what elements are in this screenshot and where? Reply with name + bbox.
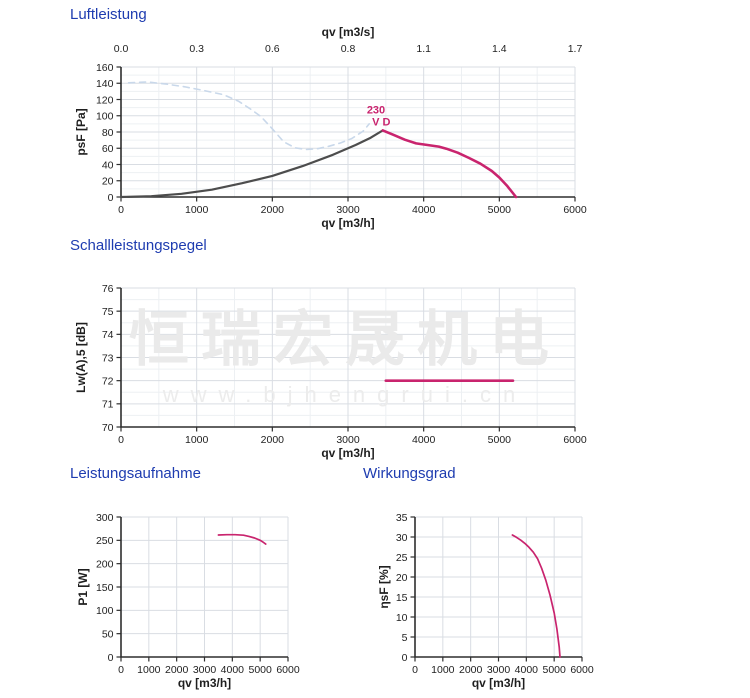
x-axis-title: qv [m3/h] <box>178 676 231 690</box>
section-title-leistungsaufnahme: Leistungsaufnahme <box>70 465 201 482</box>
y-tick-label: 200 <box>96 558 114 570</box>
x2-tick-label: 0.8 <box>341 43 356 55</box>
x-tick-label: 3000 <box>487 664 511 676</box>
section-title-wirkungsgrad: Wirkungsgrad <box>363 465 456 482</box>
y-tick-label: 20 <box>396 572 408 584</box>
x-tick-label: 5000 <box>488 204 512 216</box>
x-axis-title: qv [m3/h] <box>321 216 374 230</box>
y-tick-label: 0 <box>108 192 114 204</box>
y-tick-label: 100 <box>96 605 114 617</box>
y-tick-label: 15 <box>396 592 408 604</box>
y-tick-label: 150 <box>96 582 114 594</box>
y-tick-label: 72 <box>102 375 114 387</box>
free-blow-dashed-curve <box>127 81 371 151</box>
x-tick-label: 4000 <box>515 664 539 676</box>
section-title-luftleistung: Luftleistung <box>70 6 147 23</box>
fan-curve-230v <box>381 129 518 199</box>
x-tick-label: 5000 <box>542 664 566 676</box>
x-tick-label: 4000 <box>221 664 245 676</box>
wirkungsgrad-chart: 0 5 10 15 20 25 30 35 0 1000 2000 3000 4000 5000 6000 q… <box>377 512 594 690</box>
y-tick-label: 74 <box>102 329 114 341</box>
x-tick-label: 0 <box>118 434 124 446</box>
y-tick-label: 20 <box>102 176 114 188</box>
y-tick-label: 300 <box>96 512 114 524</box>
x2-tick-label: 1.4 <box>492 43 507 55</box>
x-tick-label: 1000 <box>185 434 209 446</box>
x-tick-label: 6000 <box>563 434 587 446</box>
y-tick-label: 76 <box>102 283 114 295</box>
x-tick-label: 1000 <box>185 204 209 216</box>
x-tick-label: 5000 <box>248 664 272 676</box>
power-input-curve <box>217 533 267 545</box>
x-tick-label: 3000 <box>336 434 360 446</box>
schallleistungspegel-chart: 恒瑞宏晟机电 www.bjhengrui.cn 70 71 72 73 74 75 76 0 100… <box>74 283 587 460</box>
y-tick-label: 25 <box>396 552 408 564</box>
section-title-schallleistungspegel: Schallleistungspegel <box>70 237 207 254</box>
x2-tick-label: 0.0 <box>114 43 129 55</box>
x2-tick-label: 0.3 <box>189 43 204 55</box>
x-tick-label: 1000 <box>431 664 455 676</box>
y-tick-label: 10 <box>396 612 408 624</box>
y-tick-label: 35 <box>396 512 408 524</box>
x-tick-label: 6000 <box>563 204 587 216</box>
x-tick-label: 3000 <box>336 204 360 216</box>
y-tick-label: 60 <box>102 143 114 155</box>
x-axis-title: qv [m3/h] <box>472 676 525 690</box>
x-axis-title: qv [m3/h] <box>321 446 374 460</box>
y-tick-label: 100 <box>96 111 114 123</box>
y-tick-label: 0 <box>108 652 114 664</box>
x-tick-label: 4000 <box>412 204 436 216</box>
x-tick-label: 2000 <box>261 434 285 446</box>
x-tick-label: 1000 <box>137 664 161 676</box>
x-tick-label: 0 <box>118 204 124 216</box>
watermark-text: 恒瑞宏晟机电 <box>129 306 561 373</box>
y-tick-label: 250 <box>96 535 114 547</box>
x-tick-label: 5000 <box>488 434 512 446</box>
y-axis-title: psF [Pa] <box>74 108 88 155</box>
x2-tick-label: 1.1 <box>416 43 431 55</box>
x-tick-label: 6000 <box>570 664 594 676</box>
y-tick-label: 71 <box>102 399 114 411</box>
y-axis-title: P1 [W] <box>76 568 90 605</box>
x-tick-label: 2000 <box>459 664 483 676</box>
y-tick-label: 0 <box>402 652 408 664</box>
y-tick-label: 50 <box>102 628 114 640</box>
y-axis-title: Lw(A),5 [dB] <box>74 322 88 393</box>
x2-axis-title: qv [m3/s] <box>322 25 375 39</box>
x-tick-label: 4000 <box>412 434 436 446</box>
y-axis-title: ηsF [%] <box>377 565 391 608</box>
system-resistance-curve <box>119 129 384 199</box>
watermark-url: www.bjhengrui.cn <box>162 382 527 407</box>
y-tick-label: 80 <box>102 127 114 139</box>
x-tick-label: 0 <box>412 664 418 676</box>
efficiency-curve <box>511 534 561 658</box>
x-tick-label: 2000 <box>261 204 285 216</box>
y-tick-label: 160 <box>96 62 114 74</box>
curve-annotation: 230 <box>367 104 385 116</box>
y-tick-label: 140 <box>96 78 114 90</box>
y-tick-label: 30 <box>396 532 408 544</box>
y-tick-label: 40 <box>102 159 114 171</box>
luftleistung-chart: 0 20 40 60 80 100 120 140 160 0 1000 2000 3000 4000 50… <box>74 25 587 230</box>
x-tick-label: 0 <box>118 664 124 676</box>
y-tick-label: 120 <box>96 94 114 106</box>
y-tick-label: 75 <box>102 306 114 318</box>
x-tick-label: 2000 <box>165 664 189 676</box>
y-tick-label: 73 <box>102 352 114 364</box>
y-tick-label: 70 <box>102 422 114 434</box>
x2-tick-label: 0.6 <box>265 43 280 55</box>
x2-tick-label: 1.7 <box>568 43 583 55</box>
x-tick-label: 6000 <box>276 664 300 676</box>
curve-annotation: V D <box>372 117 390 129</box>
y-tick-label: 5 <box>402 632 408 644</box>
x-tick-label: 3000 <box>193 664 217 676</box>
